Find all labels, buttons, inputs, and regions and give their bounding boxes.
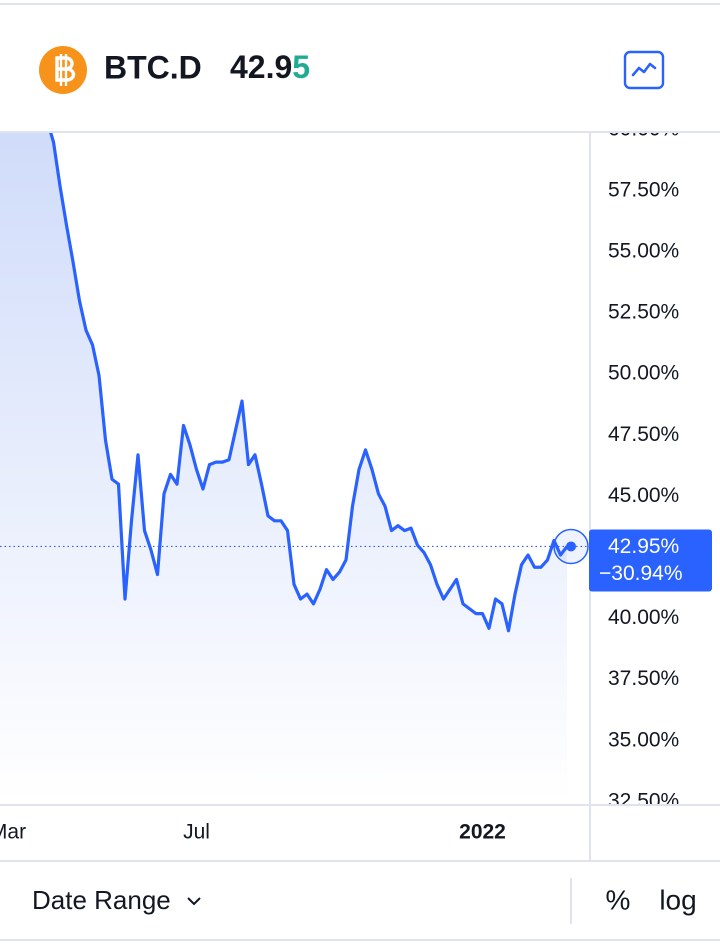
last-point <box>566 541 576 552</box>
x-tick-label: 2022 <box>459 821 506 844</box>
last-price-label: 42.95% <box>608 535 679 558</box>
y-tick-label: 60.00% <box>608 117 679 140</box>
price: 42.95 <box>230 49 310 85</box>
chart-type-button[interactable] <box>623 50 665 90</box>
percent-button[interactable]: % <box>606 884 631 915</box>
y-tick-label: 47.50% <box>608 423 679 446</box>
y-tick-label: 45.00% <box>608 484 679 507</box>
y-tick-label: 40.00% <box>608 606 679 629</box>
chevron <box>187 897 201 906</box>
plot-area <box>0 133 569 804</box>
date-range-button[interactable]: Date Range <box>32 885 201 915</box>
y-tick-label: 35.00% <box>608 728 679 751</box>
date-range: Date Range <box>32 885 171 915</box>
price-axis: 60.00% 57.50% 55.00% 52.50% 50.00% 47.50% 45.0… <box>608 117 679 812</box>
y-tick-label: 57.50% <box>608 178 679 201</box>
y-tick-label: 55.00% <box>608 240 679 263</box>
y-tick-label: 50.00% <box>608 362 679 385</box>
log-button[interactable]: log <box>659 884 696 915</box>
x-tick-label: Jul <box>183 821 210 844</box>
time-axis: Mar Jul 2022 <box>0 821 506 844</box>
x-tick-label: Mar <box>0 821 26 844</box>
change-label: −30.94% <box>599 562 683 585</box>
y-tick-label: 52.50% <box>608 301 679 324</box>
price-line <box>49 133 569 633</box>
y-tick-label: 32.50% <box>608 789 679 812</box>
y-tick-label: 37.50% <box>608 667 679 690</box>
coin-icon <box>39 46 87 94</box>
area-fill <box>0 133 567 804</box>
last-price-box <box>589 529 712 592</box>
symbol: BTC.D <box>104 49 202 85</box>
